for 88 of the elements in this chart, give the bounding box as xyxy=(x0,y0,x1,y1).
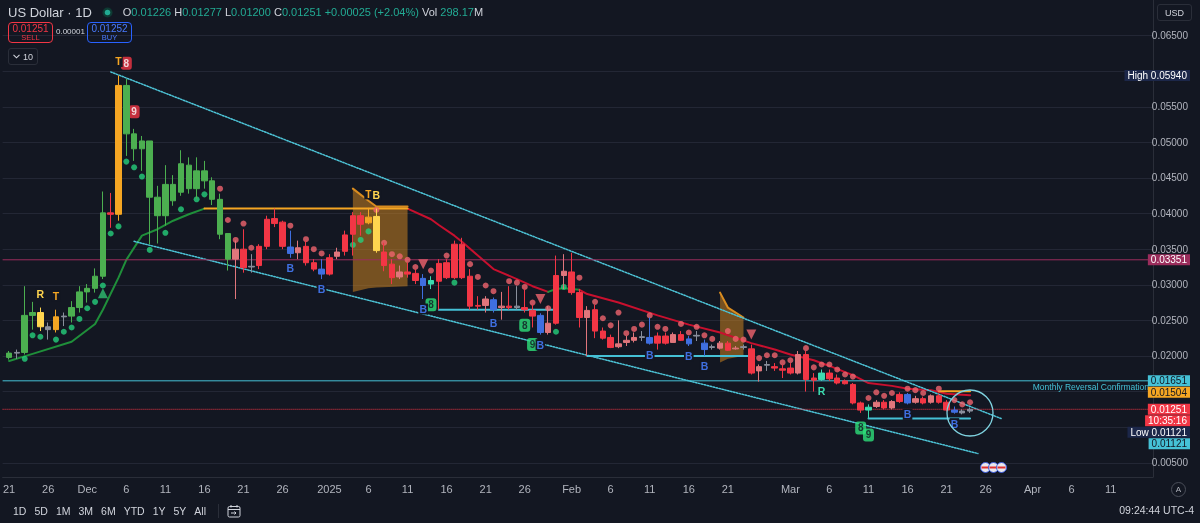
y-tick-label: 0.02000 xyxy=(1151,350,1189,362)
text: O0.01226 H0.01277 L0.01200 C0.01251 +0.00025 (+2.04%) Vol 298.17M xyxy=(122,6,484,18)
annotation: High 0.05940 xyxy=(1127,69,1188,81)
text: All xyxy=(194,505,207,517)
ref-line-label: 0.03351 xyxy=(1150,254,1188,266)
x-tick-label: 16 xyxy=(901,482,914,495)
x-tick-label: 11 xyxy=(644,482,656,495)
annotation: R xyxy=(817,384,826,397)
x-tick-label: 6 xyxy=(1068,482,1075,495)
annotation: Monthly Reversal Confirmation xyxy=(1032,382,1150,393)
chart-title: US Dollar · 1D xyxy=(8,4,92,20)
series-label: 9 xyxy=(529,339,536,351)
series-label: 8 xyxy=(123,57,130,69)
x-tick-label: 26 xyxy=(979,482,992,495)
annotation: 10:35:16 xyxy=(1148,415,1188,427)
text: 1D xyxy=(13,505,27,517)
x-tick-label: 21 xyxy=(479,482,492,495)
text: 5D xyxy=(34,505,48,517)
annotation: B xyxy=(645,348,654,361)
currency-dropdown: USD xyxy=(1157,4,1192,21)
y-tick-label: 0.03500 xyxy=(1151,243,1189,255)
annotation: T xyxy=(115,55,123,68)
annotation: 0.01504 xyxy=(1150,386,1188,398)
y-tick-label: 0.05000 xyxy=(1151,136,1189,148)
y-tick-label: 0.04000 xyxy=(1151,208,1189,220)
text: 8 xyxy=(521,319,528,331)
x-tick-label: 6 xyxy=(365,482,372,495)
y-tick-label: 0.02500 xyxy=(1151,314,1189,326)
series-label: 8 xyxy=(428,299,435,311)
x-tick-label: 11 xyxy=(401,482,414,495)
x-tick-label: 21 xyxy=(940,482,953,495)
annotation: T xyxy=(365,187,373,200)
y-tick-label: 0.03000 xyxy=(1151,279,1189,291)
text: 09:24:44 UTC-4 xyxy=(1119,504,1194,516)
x-tick-label: 6 xyxy=(826,482,833,495)
x-tick-label: 6 xyxy=(123,482,130,495)
x-tick-label: 21 xyxy=(237,482,250,495)
text: 1M xyxy=(55,505,71,517)
y-tick-label: 0.06500 xyxy=(1151,30,1189,42)
ref-line-label: 0.01651 xyxy=(1150,375,1188,387)
text: 8 xyxy=(857,422,864,434)
x-tick-label: 11 xyxy=(1104,482,1117,495)
annotation: 0.01252 xyxy=(91,22,128,34)
annotation: B xyxy=(685,350,694,362)
annotation: B xyxy=(536,338,545,351)
x-tick-label: 16 xyxy=(440,482,453,495)
x-tick-label: 11 xyxy=(159,482,172,495)
annotation: 0.01251 xyxy=(12,22,49,34)
annotation: 10 xyxy=(22,51,33,62)
text: 9 xyxy=(865,429,872,441)
annotation: T xyxy=(52,289,60,302)
annotation: B xyxy=(903,408,912,421)
x-tick-label: 26 xyxy=(518,482,531,495)
x-tick-label: 26 xyxy=(276,482,289,495)
text: 3M xyxy=(78,505,94,517)
indicator-toggle-button: 10 xyxy=(8,48,38,65)
annotation: 0.01121 xyxy=(1151,438,1188,450)
x-tick-label: 21 xyxy=(2,482,16,495)
annotation: B xyxy=(489,316,498,329)
annotation: B xyxy=(419,303,428,316)
x-tick-label: 11 xyxy=(862,482,875,495)
annotation: R xyxy=(36,287,45,300)
ref-line-label: 0.01251 xyxy=(1150,403,1188,415)
x-tick-label: 16 xyxy=(682,482,695,495)
annotation: Low 0.01121 xyxy=(1130,426,1188,438)
annotation: B xyxy=(372,188,381,201)
series-label: 9 xyxy=(131,106,138,118)
text: 5Y xyxy=(173,505,187,517)
annotation: 0.00001 xyxy=(56,27,85,36)
x-tick-label: Mar xyxy=(780,482,801,495)
text: YTD xyxy=(123,505,145,517)
y-tick-label: 0.00500 xyxy=(1151,457,1189,469)
y-tick-label: 0.05500 xyxy=(1151,101,1189,113)
x-tick-label: 26 xyxy=(42,482,55,495)
x-tick-label: Dec xyxy=(77,482,98,495)
text: 1Y xyxy=(152,505,166,517)
annotation: B xyxy=(317,283,326,296)
x-tick-label: Feb xyxy=(562,482,582,495)
x-tick-label: 6 xyxy=(607,482,614,495)
annotation: B xyxy=(700,359,709,372)
x-tick-label: Apr xyxy=(1023,482,1042,495)
y-tick-label: 0.04500 xyxy=(1151,172,1189,184)
text: 6M xyxy=(101,505,116,517)
x-tick-label: 21 xyxy=(721,482,734,495)
x-tick-label: 16 xyxy=(198,482,211,495)
annotation: B xyxy=(950,417,959,430)
annotation: B xyxy=(286,261,295,274)
x-tick-label: 2025 xyxy=(317,482,342,495)
